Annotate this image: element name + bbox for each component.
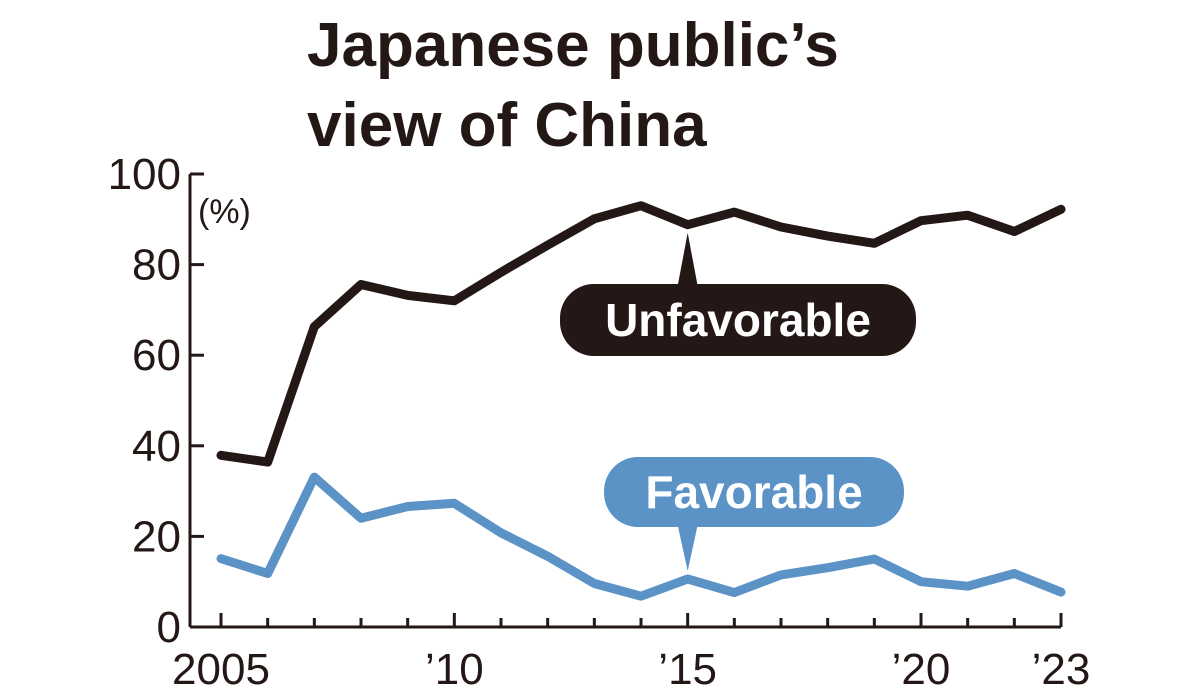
favorable-data-point xyxy=(640,595,642,598)
favorable-data-point xyxy=(873,558,876,561)
unfavorable-data-point xyxy=(266,461,269,464)
y-tick-label: 60 xyxy=(132,331,181,380)
unfavorable-data-point xyxy=(500,271,502,274)
x-tick-label: 2005 xyxy=(172,645,270,694)
series-callouts: Unfavorable Favorable xyxy=(560,232,916,571)
title-line-2: view of China xyxy=(307,91,707,160)
favorable-data-point xyxy=(266,572,269,575)
x-tick-label: ’20 xyxy=(892,645,951,694)
favorable-data-point xyxy=(546,555,549,558)
unfavorable-data-point xyxy=(1060,208,1062,211)
favorable-data-point xyxy=(453,502,456,505)
favorable-data-point xyxy=(1060,591,1062,594)
favorable-data-point xyxy=(220,557,222,560)
unfavorable-data-point xyxy=(313,325,316,328)
y-tick-label: 0 xyxy=(157,603,181,652)
favorable-callout-pointer xyxy=(677,525,698,571)
unfavorable-data-point xyxy=(593,217,596,220)
unfavorable-data-point xyxy=(640,204,642,207)
unfavorable-data-point xyxy=(453,299,456,302)
unfavorable-callout: Unfavorable xyxy=(560,232,916,356)
unfavorable-data-point xyxy=(686,223,689,226)
series-lines xyxy=(216,201,1066,601)
unfavorable-data-point xyxy=(780,226,782,229)
unfavorable-callout-badge xyxy=(560,284,916,356)
unfavorable-data-point xyxy=(966,214,969,217)
favorable-data-point xyxy=(920,580,922,583)
favorable-series-label: Favorable xyxy=(645,466,862,518)
unfavorable-data-point xyxy=(873,242,876,245)
favorable-data-point xyxy=(733,591,736,594)
x-tick-label: ’23 xyxy=(1032,645,1091,694)
x-tick-label: ’15 xyxy=(658,645,717,694)
unfavorable-data-point xyxy=(920,219,922,222)
favorable-data-point xyxy=(593,582,596,585)
y-tick-label: 100 xyxy=(108,150,181,199)
y-tick-label: 20 xyxy=(132,512,181,561)
y-tick-label: 80 xyxy=(132,241,181,290)
unfavorable-data-point xyxy=(1013,230,1016,233)
unfavorable-callout-pointer xyxy=(677,232,698,286)
favorable-data-point xyxy=(826,566,829,569)
unfavorable-data-point xyxy=(733,211,736,214)
favorable-data-point xyxy=(360,517,362,520)
unfavorable-data-point xyxy=(220,454,222,457)
favorable-data-point xyxy=(780,573,782,576)
y-tick-label: 40 xyxy=(132,422,181,471)
unfavorable-data-point xyxy=(360,283,362,286)
favorable-data-point xyxy=(1013,572,1016,575)
unfavorable-data-point xyxy=(826,235,829,238)
chart-title: Japanese public’s view of China xyxy=(307,11,839,160)
favorable-data-point xyxy=(406,505,409,508)
x-tick-label: ’10 xyxy=(425,645,484,694)
favorable-callout: Favorable xyxy=(604,457,904,571)
unfavorable-data-point xyxy=(546,244,549,247)
axes: 0 20 40 60 80 100 2005 ’10 ’15 ’20 ’23 xyxy=(108,150,1091,694)
unfavorable-series-label: Unfavorable xyxy=(605,294,871,346)
favorable-data-point xyxy=(966,585,969,588)
favorable-callout-badge xyxy=(604,457,904,527)
favorable-data-point xyxy=(313,476,316,479)
y-unit-label: (%) xyxy=(198,193,251,231)
favorable-data-point xyxy=(500,531,502,534)
title-line-1: Japanese public’s xyxy=(307,11,839,80)
favorable-data-point xyxy=(686,577,689,580)
unfavorable-data-point xyxy=(406,294,409,297)
